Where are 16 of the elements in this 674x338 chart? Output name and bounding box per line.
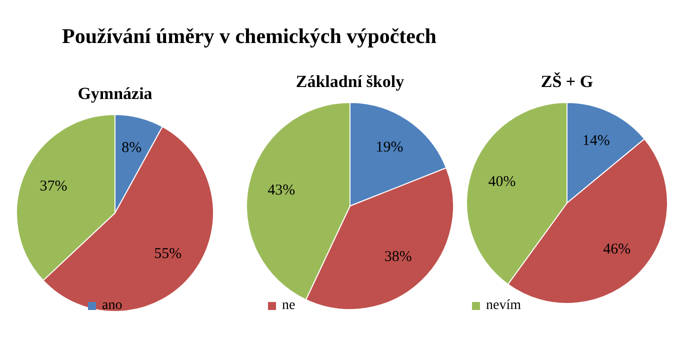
chart-title: Gymnázia [76, 84, 154, 104]
data-label: 19% [376, 140, 404, 156]
legend-label: ano [102, 298, 122, 314]
chart-title: Základní školy [294, 72, 406, 92]
data-label: 40% [488, 174, 516, 190]
legend-label: nevím [486, 298, 521, 314]
data-label: 38% [384, 249, 412, 266]
data-label: 8% [122, 140, 142, 156]
data-label: 46% [603, 242, 631, 258]
legend-label: ne [282, 298, 296, 314]
chart-title: ZŠ + G [540, 72, 594, 92]
text: Používání úměry v chemických výpočtech [62, 24, 436, 49]
data-label: 37% [40, 178, 68, 194]
data-label: 43% [268, 182, 296, 199]
data-label: 14% [582, 133, 610, 150]
data-label: 55% [154, 246, 182, 262]
